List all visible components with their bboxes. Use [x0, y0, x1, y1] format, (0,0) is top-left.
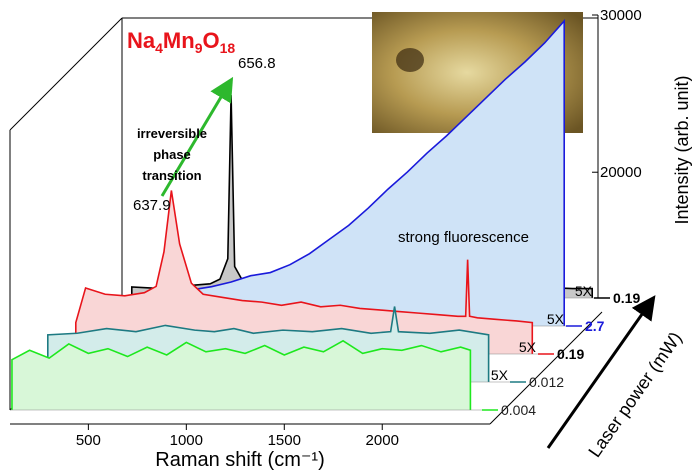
title-part: Na [127, 28, 156, 53]
title-part: O [202, 28, 219, 53]
annotation: strong fluorescence [398, 229, 529, 246]
spectrum-line [171, 18, 566, 326]
x-tick-label: 500 [76, 432, 101, 449]
series-label: 0.19 [557, 346, 584, 362]
annotation: 637.9 [133, 197, 171, 214]
spectrum-line [74, 190, 534, 354]
y-axis-title: Intensity (arb. unit) [672, 75, 692, 224]
annotation: phase [153, 147, 191, 162]
title-sub: 9 [195, 40, 203, 56]
title-sub: 4 [155, 40, 163, 56]
title-part: Mn [163, 28, 195, 53]
area-fill [11, 340, 471, 410]
title-sub: 18 [220, 40, 236, 56]
multiplier-label: 5X [547, 311, 565, 327]
x-axis-title: Raman shift (cm⁻¹) [155, 449, 324, 471]
multiplier-label: 5X [491, 367, 509, 383]
spectrum-line [46, 306, 490, 382]
annotation: irreversible [137, 126, 207, 141]
inset-spot [396, 48, 424, 72]
series-label: 0.004 [501, 402, 536, 418]
series-label: 0.19 [613, 290, 640, 306]
laser-arrow [546, 295, 656, 449]
multiplier-label: 5X [519, 339, 537, 355]
transition-arrow [160, 76, 234, 197]
multiplier-label: 5X [575, 283, 593, 299]
area-fill [172, 20, 565, 326]
series-label: 2.7 [585, 318, 605, 334]
series-label: 0.012 [529, 374, 564, 390]
annotation: transition [142, 168, 201, 183]
x-tick-label: 1000 [170, 432, 203, 449]
x-tick-label: 1500 [268, 432, 301, 449]
chart-title: Na4Mn9O18 [127, 28, 235, 56]
y-tick-label: 30000 [600, 7, 642, 24]
annotation: 656.8 [238, 55, 276, 72]
x-tick-label: 2000 [366, 432, 399, 449]
y-tick-label: 20000 [600, 164, 642, 181]
spectrum-line [11, 339, 472, 410]
z-axis-title: Laser power (mW) [584, 328, 685, 461]
